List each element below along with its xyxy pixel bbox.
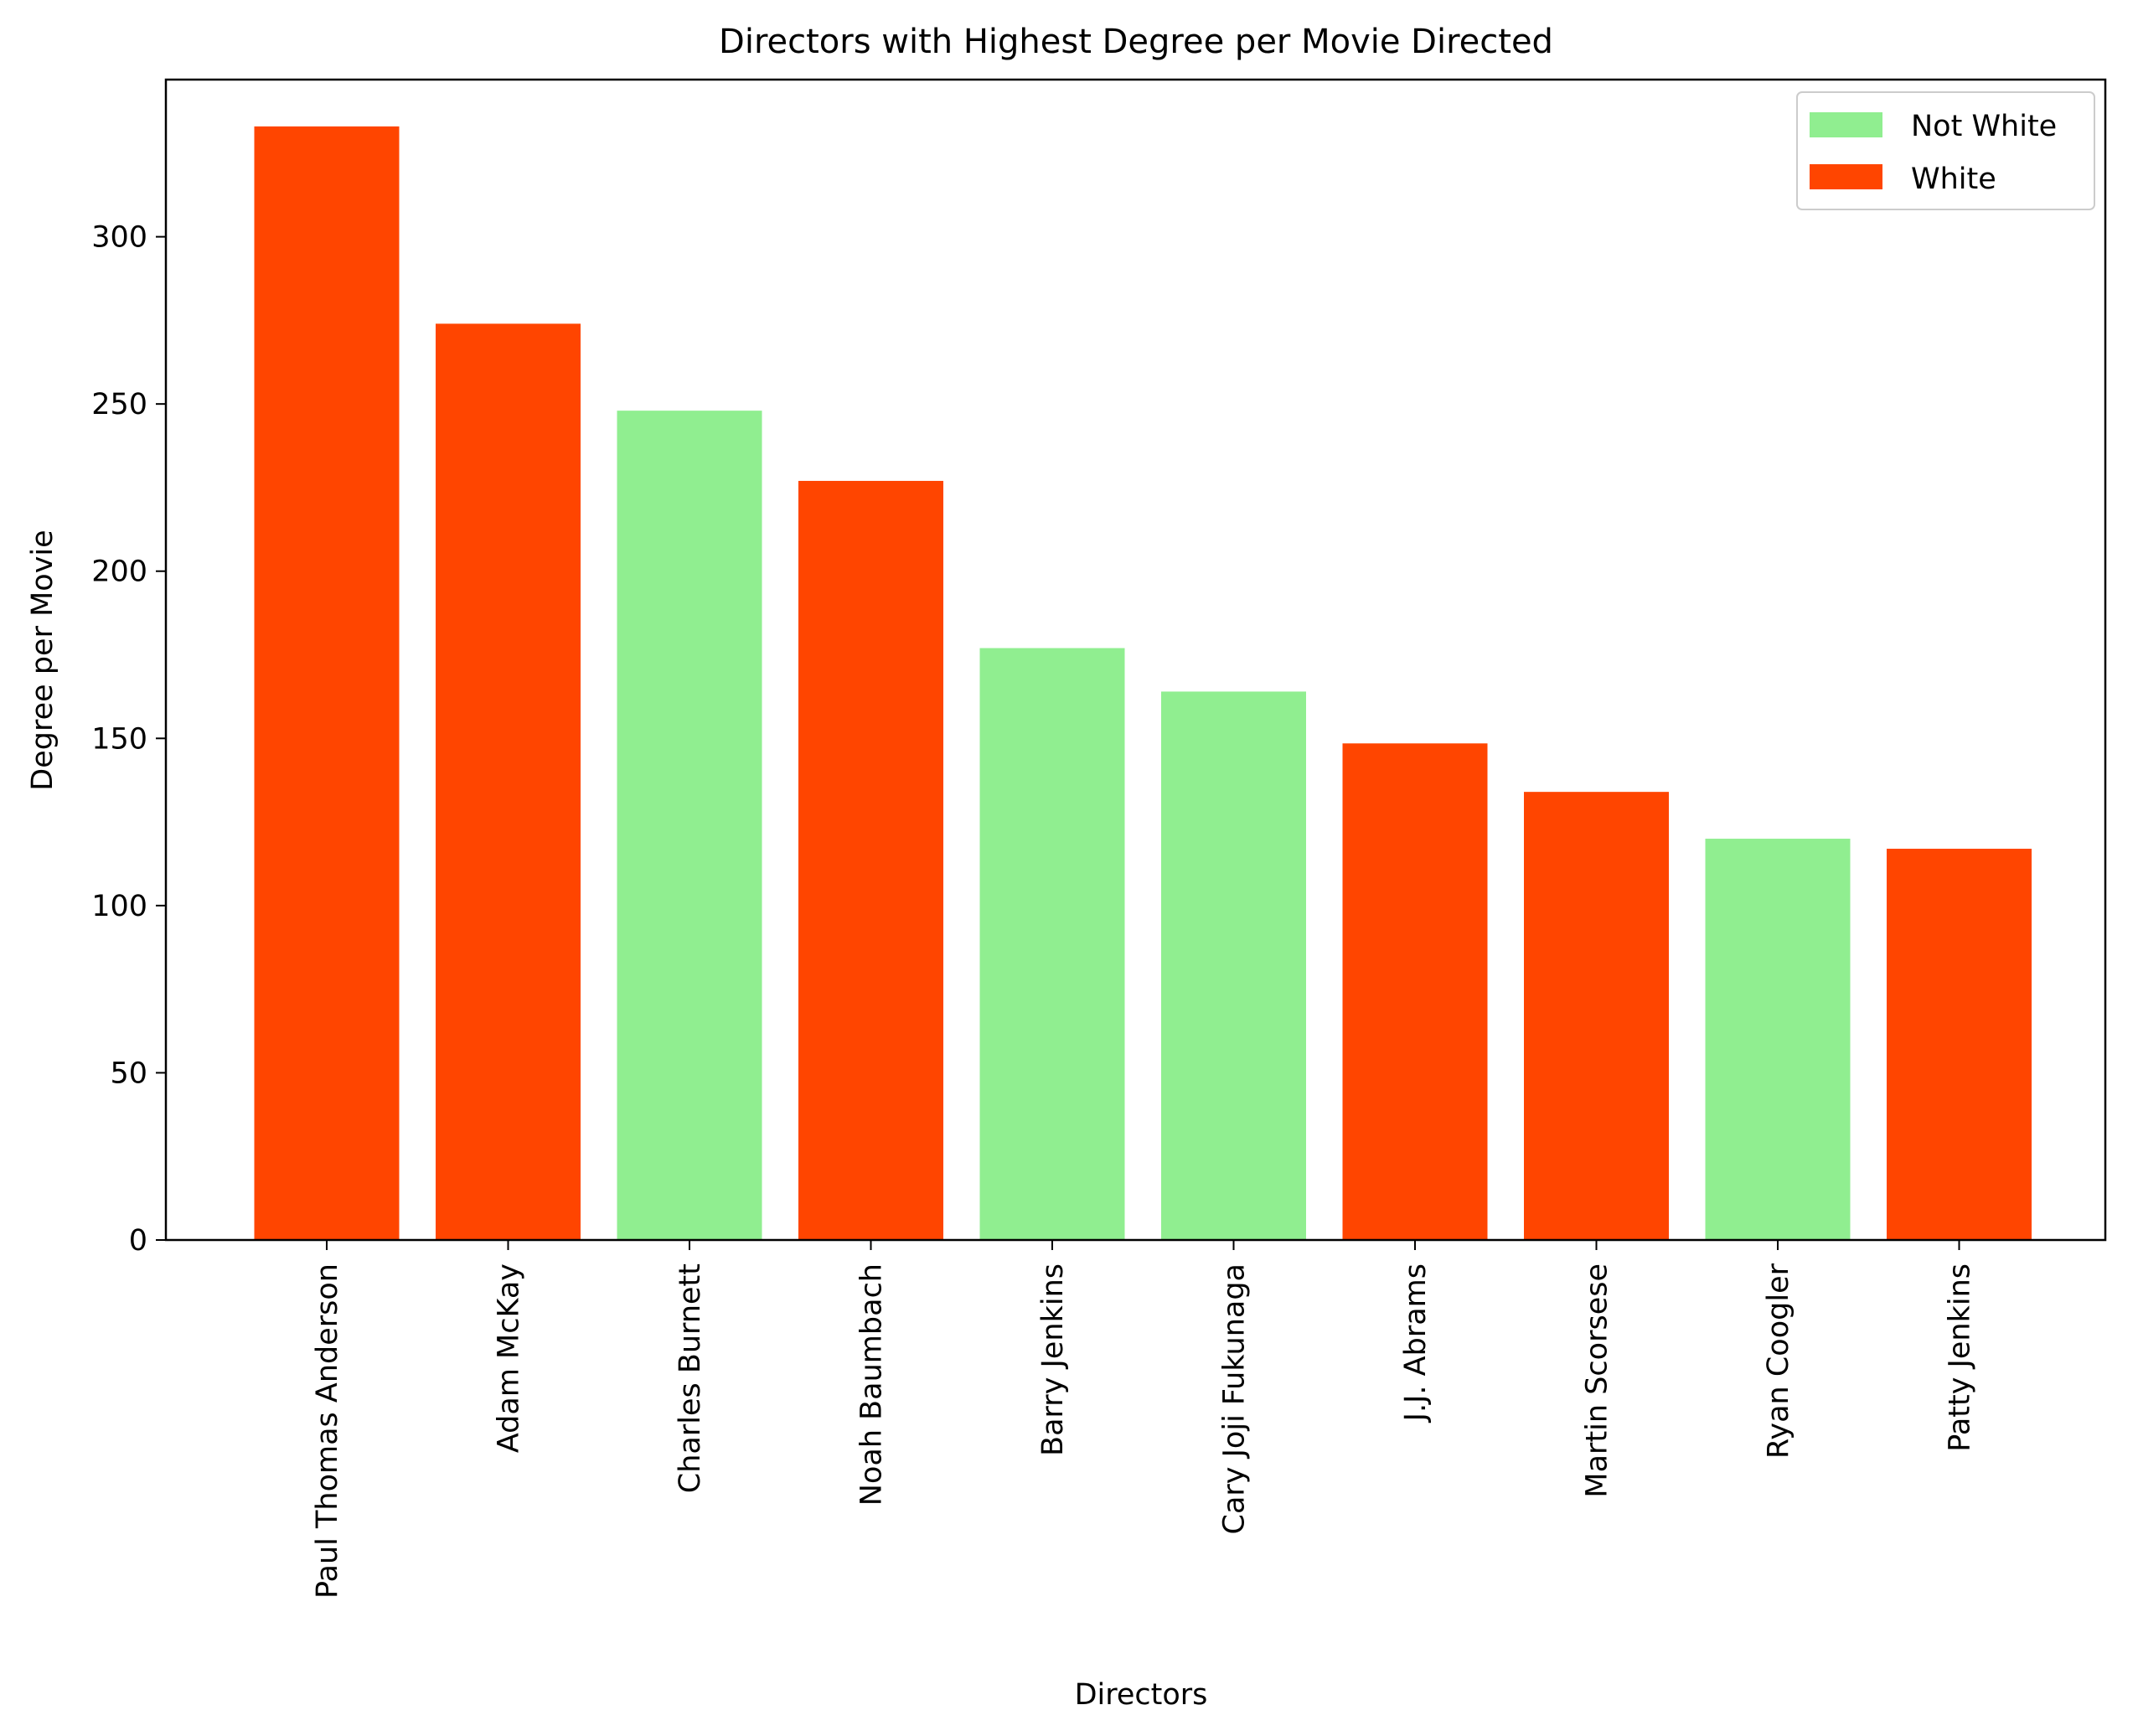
bar-barry-jenkins bbox=[979, 648, 1125, 1240]
x-tick-label: Charles Burnett bbox=[674, 1263, 707, 1493]
legend-label-not-white: Not White bbox=[1911, 110, 2057, 143]
bar-noah-baumbach bbox=[798, 480, 943, 1240]
y-tick-label: 50 bbox=[110, 1057, 147, 1090]
x-tick-label: Paul Thomas Anderson bbox=[311, 1263, 344, 1599]
bar-adam-mckay bbox=[436, 323, 581, 1240]
y-axis-label: Degree per Movie bbox=[26, 530, 59, 790]
bars-group bbox=[254, 126, 2032, 1241]
x-axis: Paul Thomas Anderson Adam McKay Charles Bu… bbox=[311, 1240, 1977, 1599]
x-tick-label: Noah Baumbach bbox=[855, 1263, 889, 1506]
x-tick-label: Cary Joji Fukunaga bbox=[1218, 1263, 1252, 1535]
y-axis: 0 50 100 150 200 250 300 bbox=[91, 221, 166, 1258]
y-tick-label: 150 bbox=[91, 722, 147, 756]
y-tick-label: 300 bbox=[91, 221, 147, 255]
y-tick-label: 0 bbox=[129, 1224, 147, 1258]
y-tick-label: 200 bbox=[91, 555, 147, 589]
plot-frame bbox=[164, 78, 2107, 1242]
bar-j-j-abrams bbox=[1342, 743, 1488, 1240]
bar-patty-jenkins bbox=[1887, 849, 2032, 1240]
bar-cary-joji-fukunaga bbox=[1161, 691, 1306, 1240]
x-tick-label: Ryan Coogler bbox=[1762, 1263, 1795, 1459]
bar-paul-thomas-anderson bbox=[254, 126, 400, 1241]
x-tick-label: Patty Jenkins bbox=[1944, 1263, 1977, 1452]
bar-martin-scorsese bbox=[1524, 792, 1669, 1240]
y-tick-label: 100 bbox=[91, 890, 147, 923]
chart-title: Directors with Highest Degree per Movie … bbox=[719, 23, 1553, 61]
legend-swatch-not-white bbox=[1810, 112, 1882, 137]
x-tick-label: Adam McKay bbox=[493, 1263, 526, 1453]
legend-swatch-white bbox=[1810, 164, 1882, 189]
x-tick-label: Martin Scorsese bbox=[1581, 1263, 1614, 1498]
x-axis-label: Directors bbox=[1075, 1678, 1208, 1712]
y-tick-label: 250 bbox=[91, 388, 147, 421]
x-tick-label: J.J. Abrams bbox=[1399, 1263, 1433, 1423]
bar-charles-burnett bbox=[617, 411, 762, 1240]
x-tick-label: Barry Jenkins bbox=[1036, 1263, 1070, 1456]
legend: Not White White bbox=[1796, 91, 2095, 210]
legend-label-white: White bbox=[1911, 163, 1996, 196]
bar-ryan-coogler bbox=[1705, 839, 1851, 1240]
